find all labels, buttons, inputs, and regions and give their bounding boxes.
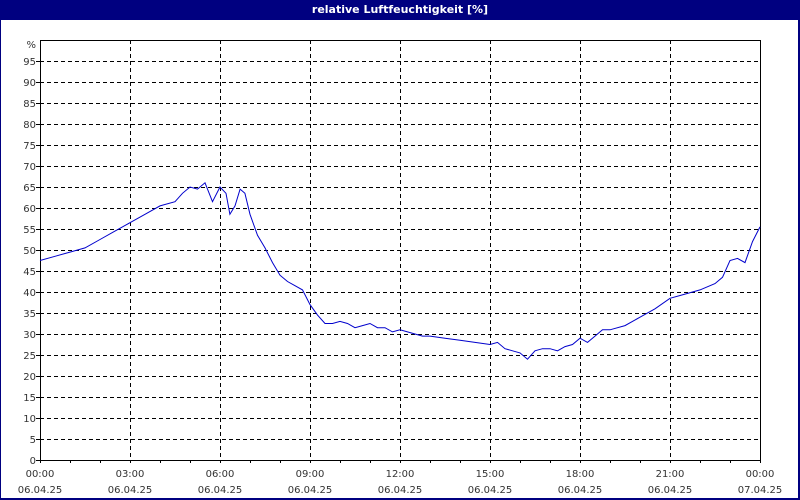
x-axis-labels: 00:00 06.04.25 03:00 06.04.25 06:00 06.04.25 0…	[18, 469, 783, 496]
chart-title: relative Luftfeuchtigkeit [%]	[0, 0, 800, 20]
y-tick-label: 90	[23, 78, 36, 89]
y-tick-label: 85	[23, 99, 36, 110]
y-tick-label: 55	[23, 225, 36, 236]
y-tick-label: 40	[23, 288, 36, 299]
x-tick-date: 06.04.25	[558, 485, 603, 496]
y-tick-label: 10	[23, 414, 36, 425]
x-tick-date: 06.04.25	[468, 485, 513, 496]
x-tick-time: 00:00	[26, 469, 55, 480]
x-tick-time: 03:00	[116, 469, 145, 480]
y-unit-label: %	[26, 40, 36, 51]
x-tick-time: 18:00	[566, 469, 595, 480]
x-tick-date: 07.04.25	[738, 485, 783, 496]
y-tick-label: 5	[30, 435, 36, 446]
x-tick-time: 21:00	[656, 469, 685, 480]
y-tick-label: 95	[23, 57, 36, 68]
x-tick-time: 06:00	[206, 469, 235, 480]
axes	[36, 40, 761, 463]
y-tick-label: 50	[23, 246, 36, 257]
y-tick-label: 20	[23, 372, 36, 383]
y-tick-label: 30	[23, 330, 36, 341]
y-tick-label: 35	[23, 309, 36, 320]
y-tick-label: 25	[23, 351, 36, 362]
x-tick-date: 06.04.25	[378, 485, 423, 496]
x-tick-time: 15:00	[476, 469, 505, 480]
y-tick-label: 0	[30, 456, 36, 467]
y-tick-label: 45	[23, 267, 36, 278]
x-tick-time: 00:00	[746, 469, 775, 480]
grid-lines	[40, 40, 760, 460]
x-tick-date: 06.04.25	[288, 485, 333, 496]
y-tick-label: 75	[23, 141, 36, 152]
y-tick-label: 70	[23, 162, 36, 173]
y-tick-label: 15	[23, 393, 36, 404]
x-tick-date: 06.04.25	[18, 485, 63, 496]
x-tick-time: 12:00	[386, 469, 415, 480]
x-tick-date: 06.04.25	[648, 485, 693, 496]
y-tick-label: 80	[23, 120, 36, 131]
x-tick-date: 06.04.25	[198, 485, 243, 496]
y-tick-label: 60	[23, 204, 36, 215]
x-tick-date: 06.04.25	[108, 485, 153, 496]
humidity-series-line	[39, 181, 761, 360]
y-axis-labels: 0 5 10 15 20 25 30 35 40 45 50 55 60 65 70 75 80 85 90 95%	[23, 40, 36, 467]
x-tick-time: 09:00	[296, 469, 325, 480]
y-tick-label: 65	[23, 183, 36, 194]
